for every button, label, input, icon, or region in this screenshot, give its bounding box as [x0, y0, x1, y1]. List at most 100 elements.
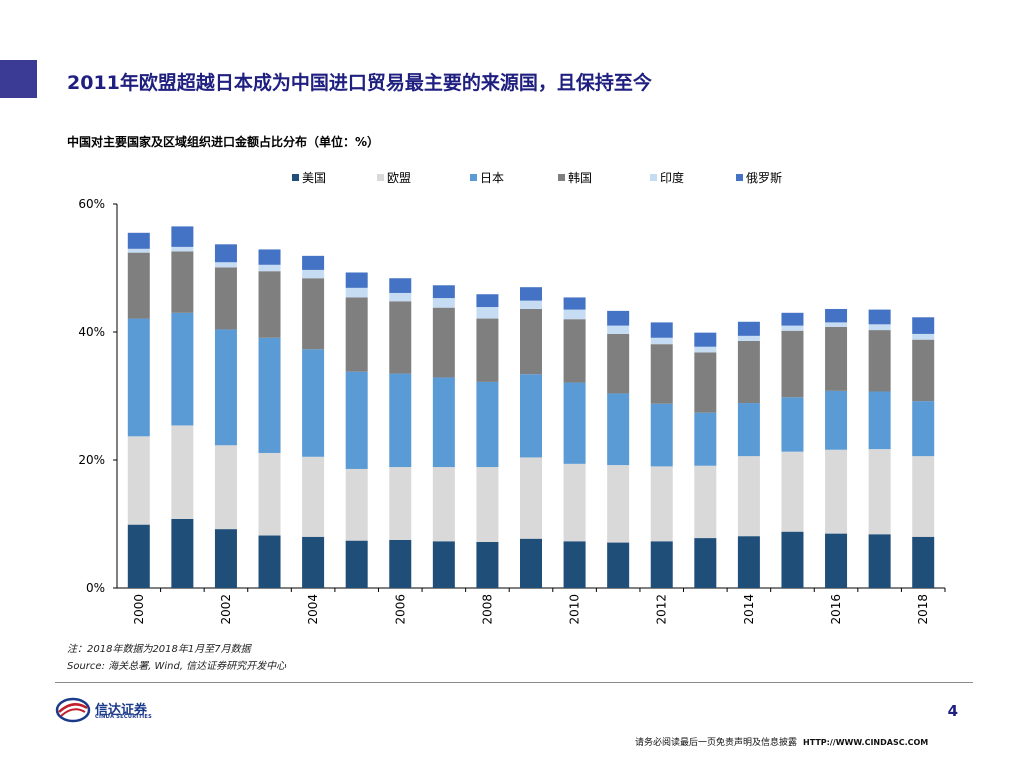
bar-segment	[476, 307, 499, 319]
bar-segment	[476, 541, 499, 588]
bar-segment	[302, 269, 325, 279]
bar-segment	[127, 524, 150, 588]
legend-swatch	[558, 174, 565, 181]
bar-segment	[607, 325, 630, 334]
bar-segment	[171, 246, 194, 252]
slide-title: 2011年欧盟超越日本成为中国进口贸易最主要的来源国，且保持至今	[67, 72, 652, 94]
bar-segment	[432, 307, 455, 378]
bar-segment	[737, 335, 760, 341]
bar-segment	[650, 403, 673, 467]
bar-segment	[214, 329, 237, 446]
bar-segment	[258, 271, 281, 338]
bar-segment	[650, 541, 673, 588]
bar-segment	[650, 466, 673, 542]
bar-segment	[302, 255, 325, 270]
y-tick-label: 0%	[86, 581, 105, 595]
bar-segment	[127, 248, 150, 253]
bar-segment	[868, 391, 891, 450]
footer-divider	[55, 682, 973, 683]
bar-segment	[607, 542, 630, 588]
bar-segment	[825, 390, 848, 450]
legend-swatch	[650, 174, 657, 181]
bar-segment	[389, 278, 412, 293]
bar-segment	[607, 333, 630, 394]
bar-segment	[737, 536, 760, 588]
brand-name: 信达证券	[95, 703, 148, 718]
page-number: 4	[947, 702, 958, 720]
bar-segment	[563, 319, 586, 383]
bar-segment	[737, 456, 760, 537]
bar-segment	[868, 449, 891, 535]
bar-segment	[214, 445, 237, 530]
bar-segment	[476, 467, 499, 542]
bar-segment	[694, 346, 717, 353]
legend-swatch	[292, 174, 299, 181]
chart-source: Source: 海关总署, Wind, 信达证券研究开发中心	[67, 661, 287, 672]
legend-swatch	[377, 174, 384, 181]
bar-segment	[825, 449, 848, 534]
bar-segment	[520, 287, 542, 301]
bar-segment	[912, 317, 935, 334]
disclaimer: 请务必阅读最后一页免责声明及信息披露 HTTP://WWW.CINDASC.COM	[635, 735, 928, 748]
bar-segment	[171, 425, 194, 519]
x-tick-label: 2018	[916, 594, 930, 625]
chart-note: 注：2018年数据为2018年1月至7月数据	[67, 644, 251, 655]
bar-segment	[258, 452, 281, 536]
bar-segment	[171, 251, 194, 313]
bar-segment	[389, 540, 412, 588]
bar-segment	[258, 264, 281, 272]
x-tick-label: 2008	[480, 594, 494, 625]
bar-segment	[345, 468, 368, 541]
bar-segment	[432, 467, 455, 542]
bar-segment	[127, 436, 150, 525]
x-tick-label: 2006	[393, 594, 407, 625]
bar-segment	[650, 322, 673, 338]
bar-segment	[737, 340, 760, 404]
bar-segment	[912, 333, 935, 340]
bar-segment	[345, 371, 368, 469]
cinda-logo: 信达证券 CINDA SECURITIES	[55, 697, 165, 725]
bar-segment	[694, 538, 717, 588]
bar-segment	[476, 381, 499, 468]
bar-segment	[520, 308, 542, 375]
bar-segment	[607, 465, 630, 543]
bar-segment	[389, 373, 412, 468]
bar-segment	[345, 540, 368, 588]
bar-segment	[563, 382, 586, 464]
bar-segment	[607, 310, 630, 326]
disclaimer-text: 请务必阅读最后一页免责声明及信息披露	[635, 738, 798, 748]
bar-segment	[912, 456, 935, 537]
legend-label: 欧盟	[387, 171, 411, 185]
bar-segment	[302, 278, 325, 350]
bar-segment	[868, 534, 891, 588]
brand-name-en: CINDA SECURITIES	[95, 714, 153, 720]
bar-segment	[258, 535, 281, 588]
bar-segment	[737, 403, 760, 457]
bar-segment	[912, 401, 935, 457]
bar-segment	[563, 297, 586, 310]
bar-segment	[912, 536, 935, 588]
bar-segment	[214, 244, 237, 263]
x-tick-label: 2010	[568, 594, 582, 625]
website-link[interactable]: HTTP://WWW.CINDASC.COM	[803, 738, 929, 747]
bar-segment	[432, 541, 455, 588]
y-tick-label: 20%	[78, 453, 105, 467]
bar-segment	[694, 332, 717, 347]
bar-segment	[650, 344, 673, 404]
bar-segment	[781, 531, 804, 588]
x-tick-label: 2002	[219, 594, 233, 625]
legend-label: 韩国	[568, 170, 592, 185]
bar-segment	[171, 518, 194, 588]
legend-label: 俄罗斯	[746, 171, 782, 185]
x-tick-label: 2004	[306, 594, 320, 625]
bar-segment	[694, 352, 717, 413]
bar-segment	[127, 252, 150, 319]
title-accent-block	[0, 60, 37, 98]
bar-segment	[781, 397, 804, 452]
bar-segment	[214, 529, 237, 588]
bar-segment	[825, 322, 848, 327]
bar-segment	[214, 267, 237, 330]
bar-segment	[302, 349, 325, 457]
cinda-logo-icon	[55, 697, 91, 723]
